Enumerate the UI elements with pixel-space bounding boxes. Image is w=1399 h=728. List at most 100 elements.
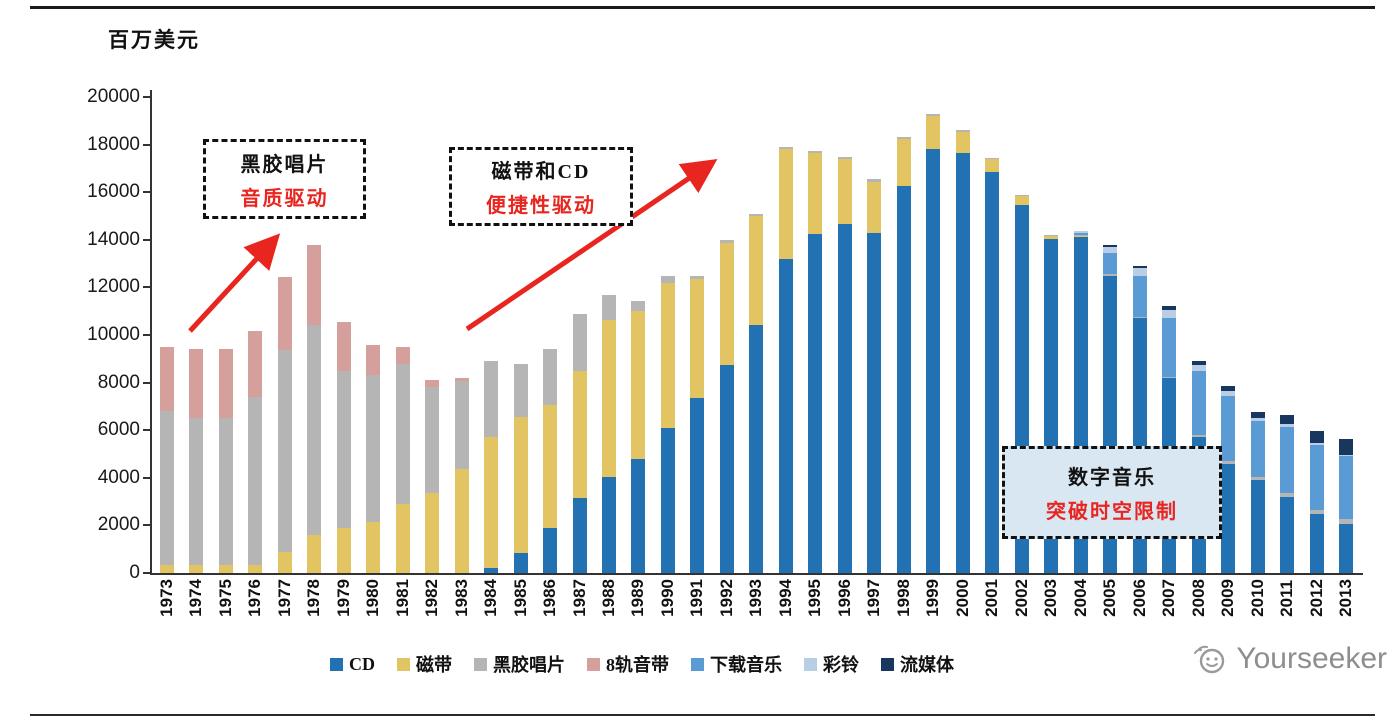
x-tick-2012: 2012 [1302, 579, 1331, 617]
bar-segment-黑胶唱片 [189, 418, 204, 565]
bar-1994 [771, 97, 800, 573]
legend-item-流媒体: 流媒体 [881, 651, 954, 677]
x-tick-1997: 1997 [860, 579, 889, 617]
bar-segment-彩铃 [1073, 231, 1088, 233]
bar-segment-磁带 [1044, 236, 1059, 239]
x-tick-label-1980: 1980 [363, 579, 383, 617]
bar-1980 [358, 97, 387, 573]
bar-segment-黑胶唱片 [602, 294, 616, 320]
bar-segment-磁带 [572, 370, 587, 499]
bar-2010 [1243, 97, 1272, 573]
y-tick-label-10000: 10000 [87, 324, 140, 345]
legend-item-下载音乐: 下载音乐 [691, 651, 782, 677]
bar-segment-CD [719, 364, 734, 573]
y-tick-label-16000: 16000 [87, 181, 140, 203]
bar-segment-黑胶唱片 [926, 113, 941, 117]
x-tick-label-1982: 1982 [422, 579, 442, 617]
bar-segment-CD [1250, 480, 1265, 573]
bar-segment-黑胶唱片 [1221, 461, 1236, 464]
bar-2011 [1272, 97, 1301, 573]
x-tick-1974: 1974 [181, 579, 210, 617]
bar-segment-磁带 [808, 152, 823, 234]
bar-segment-黑胶唱片 [1014, 194, 1029, 196]
x-tick-1991: 1991 [683, 579, 712, 617]
bottom-rule [30, 714, 1375, 716]
bar-segment-黑胶唱片 [1280, 493, 1295, 497]
y-axis-line [150, 90, 152, 575]
bar-1997 [860, 97, 889, 573]
x-tick-label-2012: 2012 [1306, 579, 1326, 617]
x-tick-label-2006: 2006 [1129, 579, 1149, 617]
top-rule [30, 6, 1375, 9]
x-tick-2010: 2010 [1243, 579, 1272, 617]
bar-segment-磁带 [896, 138, 911, 187]
bar-segment-黑胶唱片 [395, 363, 410, 504]
bar-segment-黑胶唱片 [307, 325, 322, 535]
x-tick-label-1992: 1992 [716, 579, 736, 617]
bar-segment-CD [778, 258, 793, 573]
x-tick-label-1981: 1981 [392, 579, 412, 617]
bar-segment-黑胶唱片 [660, 275, 675, 283]
bar-segment-黑胶唱片 [425, 387, 440, 494]
bar-segment-下载音乐 [1103, 252, 1118, 275]
legend-label-CD: CD [349, 653, 375, 674]
y-tick-mark [143, 238, 150, 241]
bar-segment-磁带 [513, 417, 528, 553]
bar-segment-磁带 [159, 564, 174, 573]
bar-1979 [329, 97, 358, 573]
x-tick-label-1985: 1985 [510, 579, 530, 617]
bar-segment-CD [543, 527, 558, 573]
bar-segment-CD [513, 552, 528, 573]
legend-item-黑胶唱片: 黑胶唱片 [474, 651, 565, 677]
bar-1985 [506, 97, 535, 573]
bar-1995 [801, 97, 830, 573]
x-tick-label-2003: 2003 [1041, 579, 1061, 617]
bar-segment-CD [926, 149, 941, 573]
bar-segment-流媒体 [1162, 306, 1177, 311]
bar-1984 [476, 97, 505, 573]
bar-segment-黑胶唱片 [1073, 235, 1088, 237]
bar-segment-黑胶唱片 [543, 349, 558, 406]
bar-segment-磁带 [660, 282, 675, 428]
y-tick-mark [143, 429, 150, 432]
x-tick-label-1976: 1976 [245, 579, 265, 617]
bar-segment-流媒体 [1191, 361, 1206, 365]
x-tick-label-2005: 2005 [1100, 579, 1120, 617]
bar-segment-CD [602, 476, 616, 573]
bar-segment-磁带 [189, 564, 204, 573]
x-tick-label-1983: 1983 [451, 579, 471, 617]
x-tick-label-1988: 1988 [599, 579, 618, 617]
x-tick-1983: 1983 [447, 579, 476, 617]
x-tick-label-2009: 2009 [1218, 579, 1238, 617]
x-tick-2011: 2011 [1272, 579, 1301, 617]
bar-segment-CD [867, 232, 882, 573]
bar-segment-彩铃 [1132, 268, 1147, 276]
bar-segment-流媒体 [1103, 244, 1118, 247]
bar-1976 [240, 97, 269, 573]
bar-segment-磁带 [719, 243, 734, 365]
bar-1993 [742, 97, 771, 573]
y-tick-mark [143, 334, 150, 336]
bar-segment-黑胶唱片 [749, 213, 764, 217]
watermark: Yourseeker [1191, 642, 1387, 676]
legend-item-磁带: 磁带 [397, 651, 452, 677]
y-tick-label-4000: 4000 [97, 466, 140, 488]
bar-segment-8轨音带 [248, 331, 263, 397]
bar-segment-彩铃 [1103, 246, 1118, 253]
y-tick-mark [143, 143, 150, 146]
legend-swatch-黑胶唱片 [474, 657, 487, 671]
bar-segment-下载音乐 [1162, 318, 1177, 377]
annotation-vinyl: 黑胶唱片 音质驱动 [203, 139, 366, 219]
x-tick-label-1998: 1998 [893, 579, 913, 617]
x-tick-label-1996: 1996 [834, 579, 854, 617]
bar-segment-磁带 [336, 527, 351, 573]
legend: CD 磁带 黑胶唱片 8轨音带 下载音乐 彩铃 流媒体 [330, 651, 954, 677]
bar-segment-磁带 [1014, 195, 1029, 206]
legend-swatch-CD [330, 657, 343, 671]
bar-segment-黑胶唱片 [484, 361, 499, 438]
bar-segment-下载音乐 [1221, 395, 1236, 462]
legend-swatch-彩铃 [804, 657, 817, 671]
x-axis-line [150, 573, 1363, 575]
bar-segment-CD [572, 498, 587, 573]
bar-segment-CD [484, 568, 499, 573]
